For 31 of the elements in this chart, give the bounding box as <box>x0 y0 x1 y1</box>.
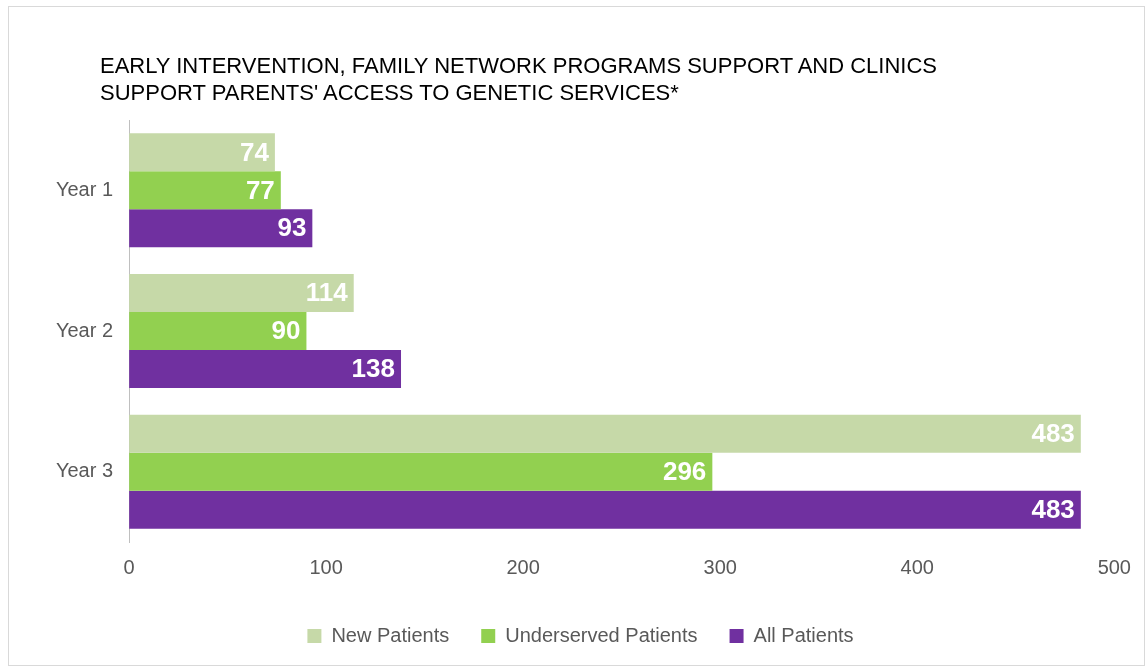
x-tick-label: 400 <box>900 555 934 578</box>
legend-label: Underserved Patients <box>505 623 698 646</box>
x-tick-label: 0 <box>123 555 135 578</box>
bar <box>129 209 313 248</box>
bar <box>129 452 713 491</box>
bar <box>129 312 307 350</box>
bar <box>129 349 402 388</box>
data-label: 138 <box>351 353 396 384</box>
data-label: 296 <box>662 455 707 486</box>
x-tick-label: 200 <box>506 555 540 578</box>
bar <box>129 414 1081 453</box>
data-label: 483 <box>1031 493 1075 524</box>
data-label: 77 <box>245 174 275 205</box>
bar <box>129 490 1081 529</box>
y-tick-label: Year 2 <box>56 318 114 341</box>
y-tick-label: Year 3 <box>56 459 114 482</box>
bar <box>129 171 281 210</box>
legend-label: New Patients <box>331 623 450 646</box>
x-tick-label: 300 <box>703 555 737 578</box>
data-label: 93 <box>277 212 307 243</box>
legend-label: All Patients <box>753 623 854 646</box>
data-label: 483 <box>1031 417 1075 448</box>
x-tick-label: 100 <box>309 555 343 578</box>
x-tick-label: 500 <box>1097 555 1131 578</box>
y-tick-label: Year 1 <box>56 177 114 200</box>
data-label: 74 <box>239 136 270 167</box>
data-label: 114 <box>305 277 349 308</box>
data-label: 90 <box>271 315 301 346</box>
bar <box>129 133 275 172</box>
chart-title: EARLY INTERVENTION, FAMILY NETWORK PROGRAMS SUPPORT AND CLINICS SUPPORT PARENTS' ACCESS TO GENETIC SERVICES* <box>100 52 938 106</box>
bar <box>129 274 354 313</box>
